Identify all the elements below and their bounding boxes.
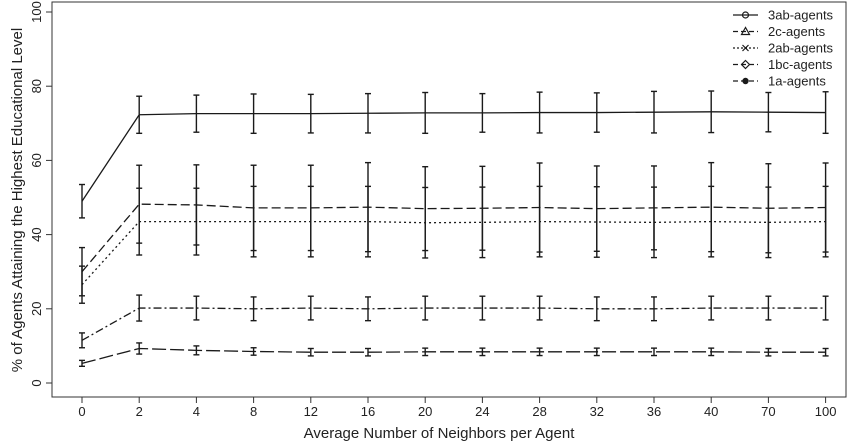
circle-marker-icon bbox=[741, 11, 750, 19]
series-2c-agents bbox=[79, 161, 829, 297]
x-tick-label: 12 bbox=[304, 404, 318, 419]
y-tick-label: 0 bbox=[29, 379, 44, 386]
y-tick-label: 20 bbox=[29, 302, 44, 316]
x-tick-label: 40 bbox=[704, 404, 718, 419]
x-tick-label: 32 bbox=[590, 404, 604, 419]
legend-item-2ab-agents: 2ab-agents bbox=[733, 41, 834, 56]
legend-label: 2c-agents bbox=[768, 24, 826, 39]
series-3ab-agents bbox=[79, 90, 829, 219]
series-line bbox=[81, 307, 826, 341]
legend-label: 3ab-agents bbox=[768, 8, 834, 23]
series-1bc-agents bbox=[79, 294, 829, 349]
series-line bbox=[81, 347, 826, 364]
y-tick-label: 80 bbox=[29, 79, 44, 93]
y-tick-label: 100 bbox=[29, 1, 44, 23]
series-line bbox=[81, 111, 826, 202]
x-axis-label: Average Number of Neighbors per Agent bbox=[304, 425, 576, 442]
filled-circle-marker-icon bbox=[742, 77, 749, 85]
legend-item-1bc-agents: 1bc-agents bbox=[733, 57, 833, 72]
series-line bbox=[81, 220, 826, 286]
x-tick-label: 8 bbox=[250, 404, 257, 419]
x-tick-label: 0 bbox=[78, 404, 85, 419]
series-1a-agents bbox=[79, 342, 829, 368]
legend-label: 2ab-agents bbox=[768, 41, 834, 56]
legend-item-2c-agents: 2c-agents bbox=[733, 24, 826, 39]
x-tick-label: 24 bbox=[475, 404, 489, 419]
legend-label: 1bc-agents bbox=[768, 57, 833, 72]
x-tick-label: 70 bbox=[761, 404, 775, 419]
y-tick-label: 40 bbox=[29, 227, 44, 241]
legend-item-3ab-agents: 3ab-agents bbox=[733, 8, 834, 23]
legend-label: 1a-agents bbox=[768, 74, 826, 89]
x-tick-label: 16 bbox=[361, 404, 375, 419]
y-tick-label: 60 bbox=[29, 153, 44, 167]
x-tick-label: 4 bbox=[193, 404, 200, 419]
x-tick-label: 28 bbox=[532, 404, 546, 419]
plot-area-frame bbox=[51, 1, 847, 398]
series-2ab-agents bbox=[79, 185, 829, 304]
x-tick-label: 100 bbox=[815, 404, 837, 419]
x-tick-label: 36 bbox=[647, 404, 661, 419]
y-axis-label: % of Agents Attaining the Highest Educat… bbox=[9, 28, 26, 372]
series-line bbox=[81, 203, 826, 273]
x-tick-label: 20 bbox=[418, 404, 432, 419]
cross-marker-icon bbox=[742, 44, 749, 52]
diamond-marker-icon bbox=[740, 59, 751, 70]
x-tick-label: 2 bbox=[136, 404, 143, 419]
legend-item-1a-agents: 1a-agents bbox=[733, 74, 826, 89]
triangle-marker-icon bbox=[740, 26, 751, 36]
